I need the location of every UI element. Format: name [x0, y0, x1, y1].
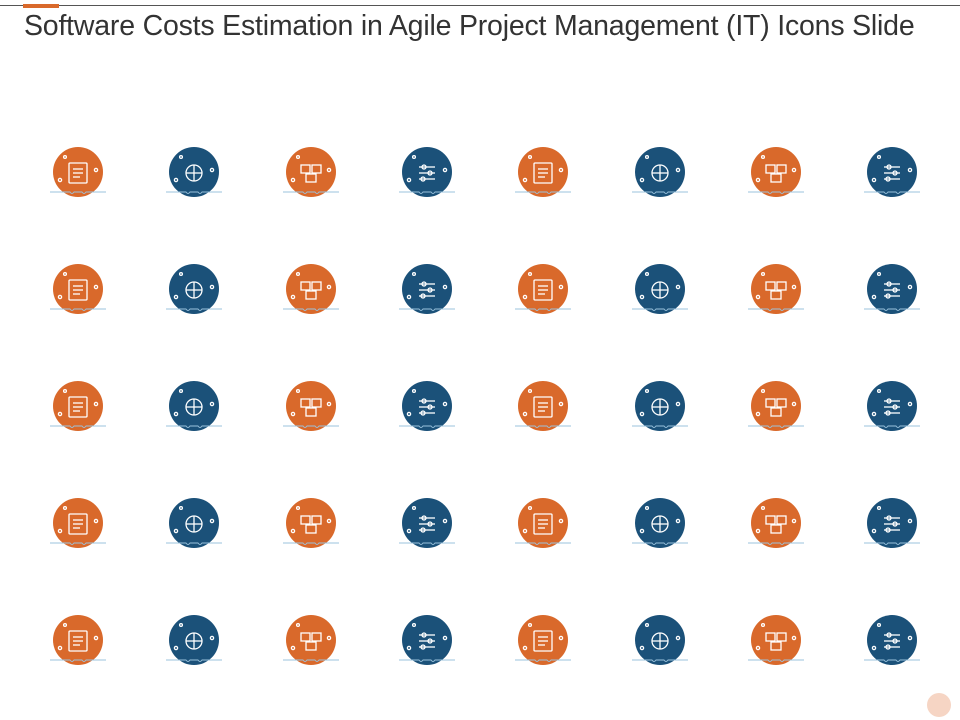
dollar-chart-icon — [746, 611, 806, 671]
report-document-icon — [397, 494, 457, 554]
team-idea-icon — [746, 377, 806, 437]
equalizer-icon — [397, 377, 457, 437]
sliders-settings-icon — [397, 260, 457, 320]
blueprint-gear-icon — [630, 143, 690, 203]
team-gear-icon — [746, 260, 806, 320]
laptop-dollar-icon — [862, 494, 922, 554]
stopwatch-icon — [48, 611, 108, 671]
cost-document-icon — [48, 143, 108, 203]
rocket-launch-icon — [630, 611, 690, 671]
document-search-icon — [630, 494, 690, 554]
top-rule — [0, 5, 960, 6]
mobile-payment-icon — [862, 377, 922, 437]
slide-title: Software Costs Estimation in Agile Proje… — [24, 10, 915, 42]
blueprint-dollar-icon — [513, 260, 573, 320]
calendar-clock-icon — [862, 611, 922, 671]
calculator-report-icon — [48, 260, 108, 320]
weighing-scale-icon — [281, 143, 341, 203]
control-sliders-icon — [513, 494, 573, 554]
house-dollar-icon — [746, 494, 806, 554]
smart-home-icon — [862, 143, 922, 203]
document-list-icon — [281, 260, 341, 320]
task-list-icon — [164, 377, 224, 437]
selection-frame-icon — [164, 260, 224, 320]
checklist-clock-icon — [862, 260, 922, 320]
dollar-box-icon — [164, 494, 224, 554]
document-edit-icon — [48, 494, 108, 554]
presentation-chart-icon — [630, 377, 690, 437]
invoice-icon — [48, 377, 108, 437]
clipboard-checklist-icon — [630, 260, 690, 320]
accent-bar — [23, 4, 59, 8]
laptop-settings-icon — [746, 143, 806, 203]
corner-decoration — [927, 693, 951, 717]
package-box-icon — [397, 143, 457, 203]
network-nodes-icon — [513, 143, 573, 203]
checklist-pencil-icon — [281, 611, 341, 671]
delivery-box-icon — [164, 611, 224, 671]
open-door-icon — [281, 494, 341, 554]
boxes-stack-icon — [164, 143, 224, 203]
price-tag-icon — [281, 377, 341, 437]
calendar-settings-icon — [513, 377, 573, 437]
speedometer-icon — [513, 611, 573, 671]
monitor-code-icon — [397, 611, 457, 671]
